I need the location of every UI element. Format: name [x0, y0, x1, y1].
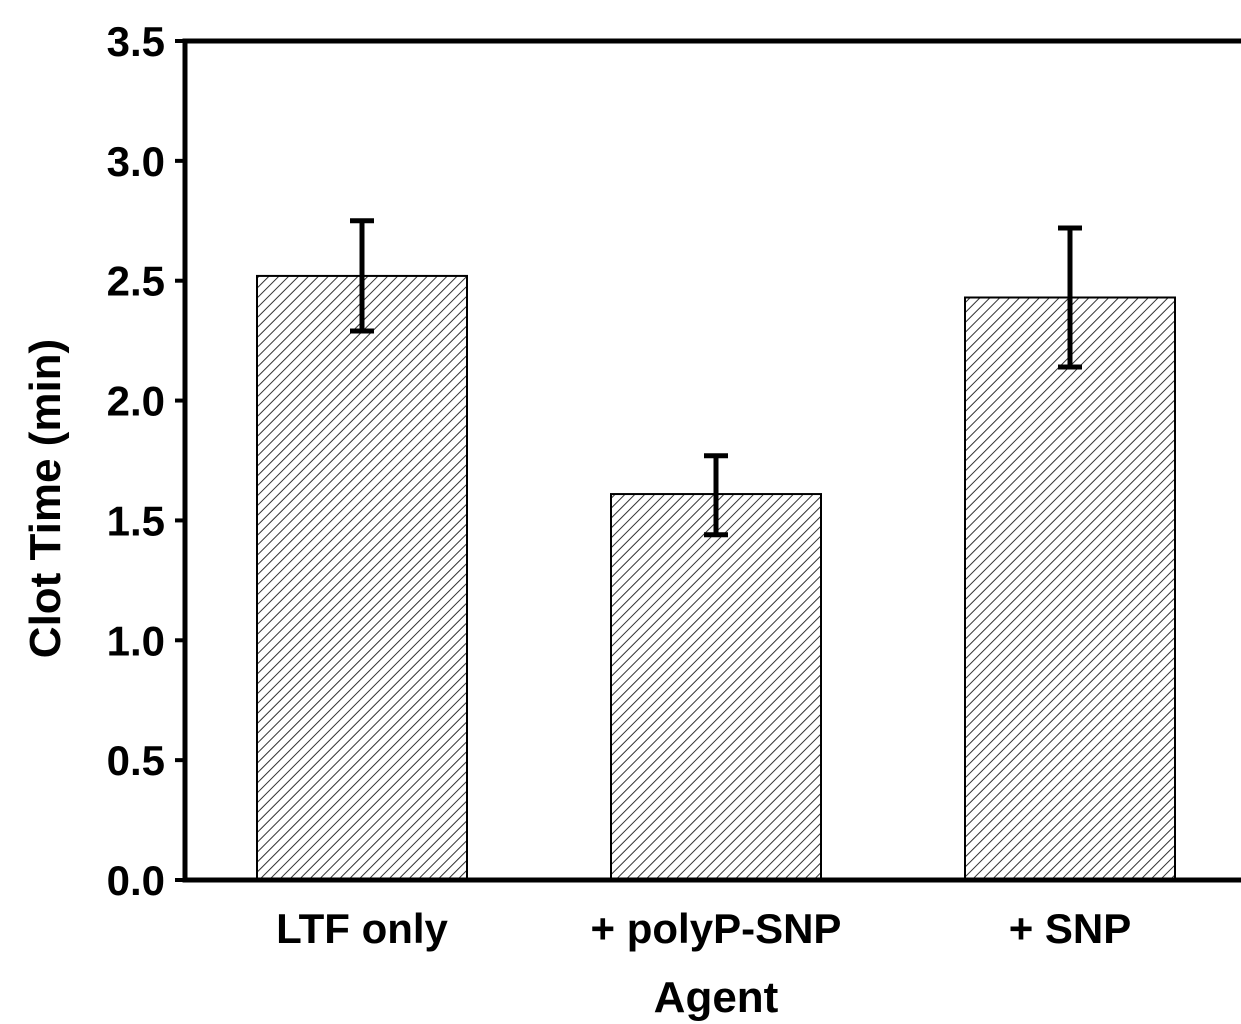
bar-0	[256, 274, 468, 882]
bars-layer	[256, 274, 1176, 882]
plot-frame	[182, 38, 1241, 883]
y-tick-label: 0.0	[107, 857, 165, 904]
x-axis-title: Agent	[654, 973, 779, 1022]
error-bar-2	[1058, 225, 1082, 370]
y-tick-label: 2.0	[107, 378, 165, 425]
x-tick-label: LTF only	[276, 905, 448, 952]
y-tick-label: 3.0	[107, 138, 165, 185]
y-tick-label: 0.5	[107, 737, 165, 784]
y-tick-label: 2.5	[107, 258, 165, 305]
bar-1	[610, 493, 822, 881]
y-axis-ticks: 0.0 0.5 1.0 1.5 2.0 2.5 3.0 3.5	[107, 18, 185, 904]
x-tick-label: + SNP	[1009, 905, 1132, 952]
error-bar-1	[704, 453, 728, 538]
y-axis-title: Clot Time (min)	[21, 339, 70, 658]
x-axis-ticks: LTF only + polyP-SNP + SNP	[276, 905, 1131, 952]
y-tick-label: 1.0	[107, 617, 165, 664]
x-tick-label: + polyP-SNP	[591, 905, 842, 952]
y-tick-label: 1.5	[107, 497, 165, 544]
error-bars-layer	[350, 218, 1082, 538]
bar-2	[964, 296, 1176, 882]
error-bar-0	[350, 218, 374, 334]
y-tick-label: 3.5	[107, 18, 165, 65]
